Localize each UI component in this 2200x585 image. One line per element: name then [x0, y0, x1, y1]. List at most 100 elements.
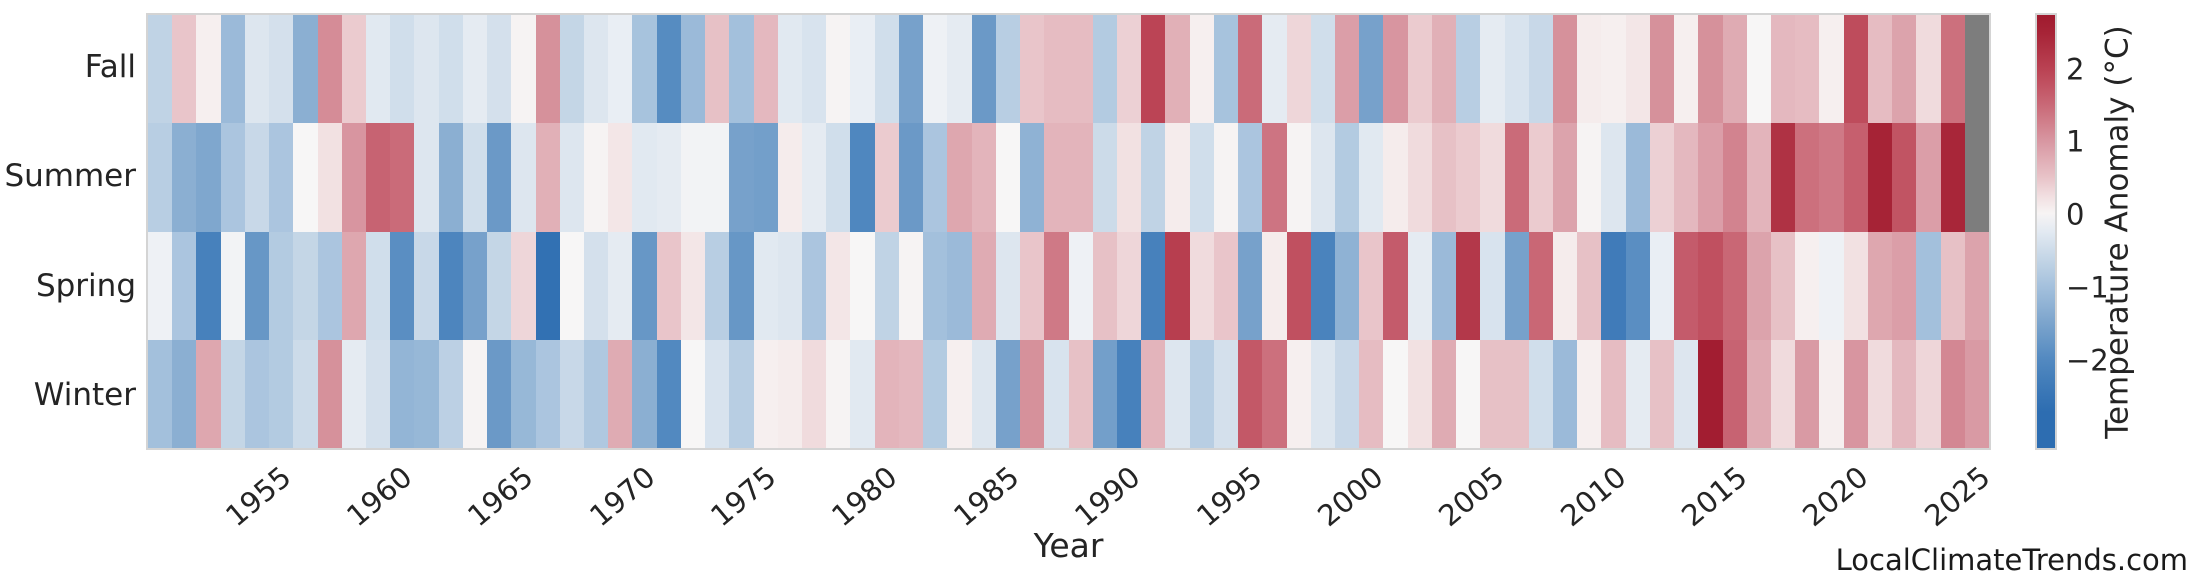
heatmap-cell: [1334, 339, 1360, 448]
row-label-winter: Winter: [33, 376, 136, 413]
heatmap-cell: [1116, 15, 1142, 124]
heatmap-cell: [1189, 339, 1214, 448]
heatmap-cell: [293, 123, 318, 232]
heatmap-cell: [1843, 15, 1868, 124]
heatmap-cell: [995, 123, 1021, 232]
heatmap-cell: [1262, 339, 1287, 448]
heatmap-cell: [1674, 231, 1699, 340]
heatmap-cell: [487, 231, 512, 340]
heatmap-cell: [1213, 339, 1239, 448]
heatmap-cell: [438, 123, 463, 232]
heatmap-cell: [680, 339, 706, 448]
heatmap-cell: [1456, 15, 1481, 124]
heatmap-cell: [826, 339, 851, 448]
heatmap-cell: [535, 123, 560, 232]
heatmap-cell: [1504, 231, 1529, 340]
heatmap-cell: [923, 15, 948, 124]
heatmap-cell: [244, 339, 270, 448]
heatmap-cell: [1698, 123, 1723, 232]
x-tick-label-1990: 1990: [1068, 459, 1147, 534]
heatmap-cell: [1649, 15, 1675, 124]
heatmap-cell: [559, 15, 585, 124]
heatmap-cell: [1892, 15, 1917, 124]
heatmap-cell: [777, 15, 803, 124]
x-tick-label-1960: 1960: [339, 459, 419, 534]
heatmap-cell: [898, 123, 924, 232]
heatmap-cell: [802, 15, 827, 124]
heatmap-cell: [705, 123, 730, 232]
heatmap-cell: [1649, 339, 1675, 448]
heatmap-cell: [341, 15, 366, 124]
heatmap-cell: [1916, 123, 1941, 232]
heatmap-cell: [1795, 339, 1820, 448]
heatmap-cell: [1359, 15, 1384, 124]
heatmap-cell: [269, 15, 294, 124]
colorbar: [2035, 13, 2057, 450]
heatmap-cell: [753, 15, 778, 124]
heatmap-cell: [244, 123, 270, 232]
heatmap-cell: [1625, 231, 1650, 340]
watermark-text: LocalClimateTrends.com: [1835, 543, 2188, 577]
heatmap-cell: [1262, 15, 1287, 124]
heatmap-cell: [414, 339, 439, 448]
heatmap-cell: [1892, 231, 1917, 340]
heatmap-cell: [680, 231, 706, 340]
heatmap-cell: [462, 231, 488, 340]
heatmap-cell: [1068, 123, 1093, 232]
heatmap-cell: [705, 231, 730, 340]
heatmap-cell: [559, 339, 585, 448]
heatmap-cell: [608, 123, 633, 232]
heatmap-cell: [196, 123, 221, 232]
heatmap-cell: [1770, 339, 1796, 448]
heatmap-cell: [1867, 231, 1893, 340]
heatmap-cell: [656, 123, 681, 232]
heatmap-cell: [656, 231, 681, 340]
heatmap-cell: [366, 231, 391, 340]
heatmap-cell: [826, 231, 851, 340]
heatmap-cell: [1456, 123, 1481, 232]
heatmap-cell: [753, 231, 778, 340]
heatmap-cell: [390, 231, 415, 340]
heatmap-cell: [1480, 15, 1505, 124]
heatmap-cell: [1238, 231, 1263, 340]
heatmap-cell: [777, 123, 803, 232]
heatmap-cell: [1383, 231, 1408, 340]
heatmap-cell: [1310, 15, 1335, 124]
heatmap-cell: [438, 231, 463, 340]
heatmap-cell: [777, 231, 803, 340]
heatmap-cell: [874, 231, 899, 340]
heatmap-cell: [1480, 339, 1505, 448]
colorbar-title: Temperature Anomaly (°C): [2096, 13, 2140, 450]
heatmap-cell: [802, 123, 827, 232]
heatmap-cell: [366, 15, 391, 124]
heatmap-cell: [1286, 231, 1311, 340]
heatmap-cell: [1020, 123, 1045, 232]
heatmap-cell: [172, 15, 197, 124]
heatmap-cell: [1528, 15, 1553, 124]
heatmap-cell: [1141, 231, 1166, 340]
x-tick-label-2025: 2025: [1917, 459, 1997, 534]
heatmap-cell: [1601, 231, 1626, 340]
heatmap-cell: [1601, 123, 1626, 232]
heatmap-cell: [172, 339, 197, 448]
heatmap-cell: [293, 15, 318, 124]
x-axis-title: Year: [1033, 526, 1104, 565]
heatmap-cell: [1528, 123, 1553, 232]
heatmap-cell: [1940, 231, 1965, 340]
heatmap-cell: [414, 123, 439, 232]
x-tick-label-1980: 1980: [825, 459, 904, 534]
heatmap-cell: [1334, 15, 1360, 124]
heatmap-cell: [1552, 123, 1578, 232]
heatmap-cell: [1819, 15, 1844, 124]
heatmap-cell: [923, 339, 948, 448]
heatmap-cell: [390, 15, 415, 124]
heatmap-cell: [1819, 339, 1844, 448]
heatmap-cell: [317, 339, 342, 448]
heatmap-cell: [1964, 123, 1989, 232]
heatmap-cell: [293, 231, 318, 340]
heatmap-cell: [148, 123, 173, 232]
x-tick-label-2005: 2005: [1432, 459, 1511, 534]
heatmap-cell: [487, 339, 512, 448]
heatmap-cell: [850, 231, 875, 340]
x-tick-label-1965: 1965: [461, 459, 540, 534]
